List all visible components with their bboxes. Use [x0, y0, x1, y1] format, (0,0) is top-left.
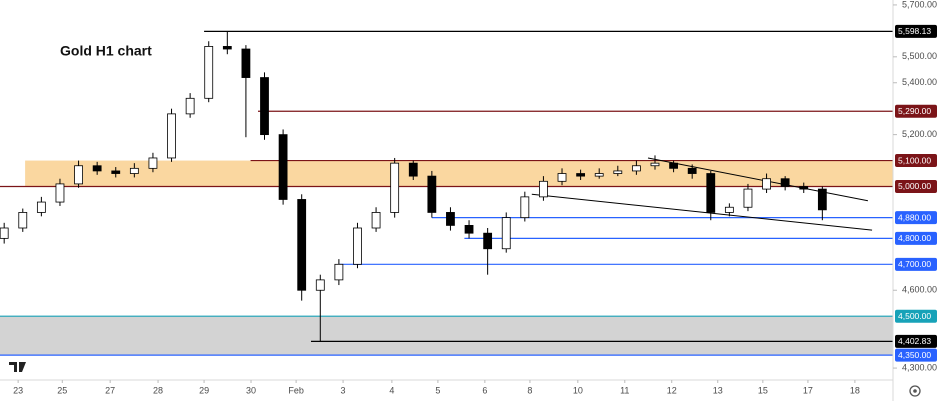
- zone: [0, 316, 893, 356]
- x-tick-label: Feb: [288, 385, 304, 395]
- price-tag-label: 4,500.00: [898, 311, 931, 321]
- candle-body: [18, 212, 28, 229]
- candle-body: [315, 279, 325, 291]
- price-tag: [895, 211, 937, 225]
- price-tag: [895, 348, 937, 362]
- x-tick-label: 23: [13, 385, 23, 395]
- price-tag-label: 5,100.00: [898, 155, 931, 165]
- x-tick-label: 8: [527, 385, 532, 395]
- price-tag: [895, 309, 937, 323]
- candle-body: [613, 170, 623, 174]
- zone: [25, 160, 894, 187]
- price-tag-label: 5,598.13: [898, 26, 931, 36]
- candle-body: [706, 173, 716, 213]
- candle-body: [297, 199, 307, 291]
- price-tag: [895, 104, 937, 118]
- x-tick-label: 27: [105, 385, 115, 395]
- candle-body: [631, 165, 641, 172]
- candle-body: [501, 217, 511, 250]
- y-tick-label: 5,200.00: [902, 129, 937, 139]
- price-tag-label: 4,800.00: [898, 233, 931, 243]
- y-tick-label: 5,400.00: [902, 77, 937, 87]
- candle-body: [241, 48, 251, 78]
- x-tick-label: 30: [246, 385, 256, 395]
- candle-body: [520, 196, 530, 219]
- candle-body: [371, 212, 381, 229]
- candle-body: [74, 165, 83, 185]
- candle-body: [780, 178, 790, 187]
- candle-body: [687, 167, 697, 174]
- candle-body: [334, 263, 344, 281]
- price-tag: [895, 24, 937, 38]
- candle-body: [222, 46, 232, 50]
- candle-body: [724, 206, 734, 213]
- candle-body: [446, 212, 455, 226]
- candle-body: [55, 183, 65, 203]
- price-tag: [895, 334, 937, 348]
- price-tag: [895, 179, 937, 193]
- candle-body: [185, 97, 195, 115]
- y-tick-label: 5,500.00: [902, 51, 937, 61]
- candle-body: [762, 178, 771, 190]
- candle-body: [557, 173, 567, 182]
- price-tag: [895, 257, 937, 271]
- candle-body: [353, 227, 362, 265]
- price-tag: [895, 231, 937, 245]
- candle-body: [576, 173, 586, 177]
- candle-body: [148, 157, 158, 169]
- x-tick-label: 28: [153, 385, 163, 395]
- x-tick-label: 4: [389, 385, 394, 395]
- candle-body: [483, 232, 493, 250]
- candle-body: [92, 165, 102, 172]
- candle-body: [799, 186, 809, 190]
- candle-body: [390, 162, 400, 213]
- x-tick-label: 15: [758, 385, 768, 395]
- plot-area: [0, 30, 894, 356]
- trendline: [647, 157, 868, 202]
- price-tag: [895, 154, 937, 168]
- candle-body: [464, 225, 474, 234]
- candle-body: [278, 134, 288, 200]
- candle-body: [408, 162, 418, 177]
- candle-body: [427, 175, 437, 213]
- settings-icon[interactable]: [909, 385, 921, 397]
- price-tag-label: 4,402.83: [898, 336, 931, 346]
- price-tag-label: 4,700.00: [898, 259, 931, 269]
- logo: [9, 362, 26, 372]
- candle-body: [650, 162, 660, 167]
- candle-body: [669, 162, 678, 169]
- x-tick-label: 29: [199, 385, 209, 395]
- candle-body: [594, 173, 604, 177]
- candle-body: [36, 201, 46, 213]
- x-tick-label: 18: [850, 385, 860, 395]
- x-tick-label: 12: [667, 385, 677, 395]
- x-tick-label: 11: [620, 385, 629, 395]
- price-tag-label: 4,350.00: [898, 350, 931, 360]
- x-tick-label: 3: [341, 385, 346, 395]
- price-tag-label: 5,000.00: [898, 181, 931, 191]
- candle-body: [129, 167, 139, 174]
- x-tick-label: 5: [435, 385, 440, 395]
- candle-body: [260, 77, 269, 136]
- candle-body: [167, 113, 176, 159]
- x-tick-label: 6: [482, 385, 487, 395]
- candle-body: [111, 170, 121, 174]
- y-tick-label: 4,600.00: [902, 285, 937, 295]
- candle-body: [539, 180, 548, 198]
- y-tick-label: 4,300.00: [902, 362, 937, 372]
- x-tick-label: 13: [713, 385, 723, 395]
- candle-body: [0, 227, 9, 239]
- candle-body: [817, 188, 827, 211]
- chart-title: Gold H1 chart: [60, 43, 152, 59]
- x-tick-label: 10: [573, 385, 583, 395]
- y-tick-label: 5,700.00: [902, 0, 937, 9]
- price-tag-label: 4,880.00: [898, 212, 931, 222]
- candle-body: [743, 188, 753, 208]
- price-tag-label: 5,290.00: [898, 106, 931, 116]
- trendline: [531, 193, 873, 231]
- x-tick-label: 17: [803, 385, 813, 395]
- x-tick-label: 25: [57, 385, 67, 395]
- candle-body: [204, 46, 214, 99]
